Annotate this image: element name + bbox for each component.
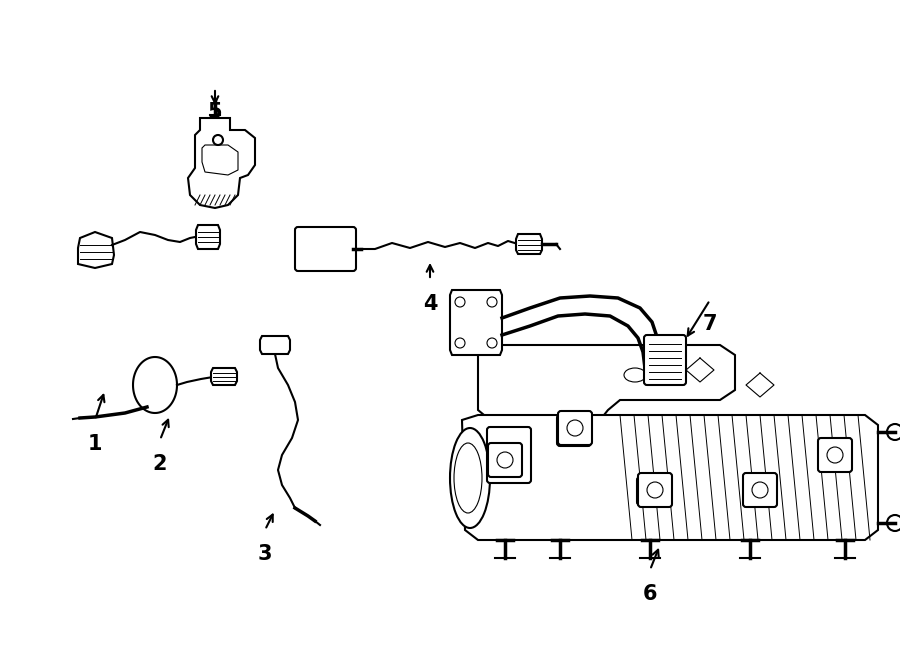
FancyBboxPatch shape — [295, 227, 356, 271]
Polygon shape — [260, 336, 290, 354]
Text: 3: 3 — [257, 544, 272, 564]
FancyBboxPatch shape — [638, 473, 672, 507]
FancyBboxPatch shape — [557, 415, 591, 446]
Polygon shape — [478, 345, 735, 420]
Text: 6: 6 — [643, 584, 657, 604]
FancyBboxPatch shape — [818, 438, 852, 472]
FancyBboxPatch shape — [558, 411, 592, 445]
FancyBboxPatch shape — [743, 473, 777, 507]
Text: 5: 5 — [208, 102, 222, 122]
Polygon shape — [188, 118, 255, 208]
Text: 4: 4 — [423, 294, 437, 314]
Polygon shape — [196, 225, 220, 249]
FancyBboxPatch shape — [487, 427, 531, 483]
Text: 1: 1 — [88, 434, 103, 454]
Polygon shape — [211, 368, 237, 385]
Polygon shape — [202, 145, 238, 175]
Text: 7: 7 — [703, 314, 717, 334]
Text: 2: 2 — [153, 454, 167, 474]
Polygon shape — [450, 290, 502, 355]
FancyBboxPatch shape — [488, 443, 522, 477]
FancyBboxPatch shape — [637, 477, 665, 505]
Polygon shape — [78, 232, 114, 268]
Polygon shape — [516, 234, 542, 254]
FancyBboxPatch shape — [644, 335, 686, 385]
Polygon shape — [462, 415, 878, 540]
Ellipse shape — [450, 428, 490, 528]
